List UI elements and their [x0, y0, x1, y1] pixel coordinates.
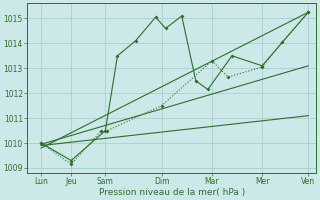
X-axis label: Pression niveau de la mer( hPa ): Pression niveau de la mer( hPa ): [99, 188, 245, 197]
